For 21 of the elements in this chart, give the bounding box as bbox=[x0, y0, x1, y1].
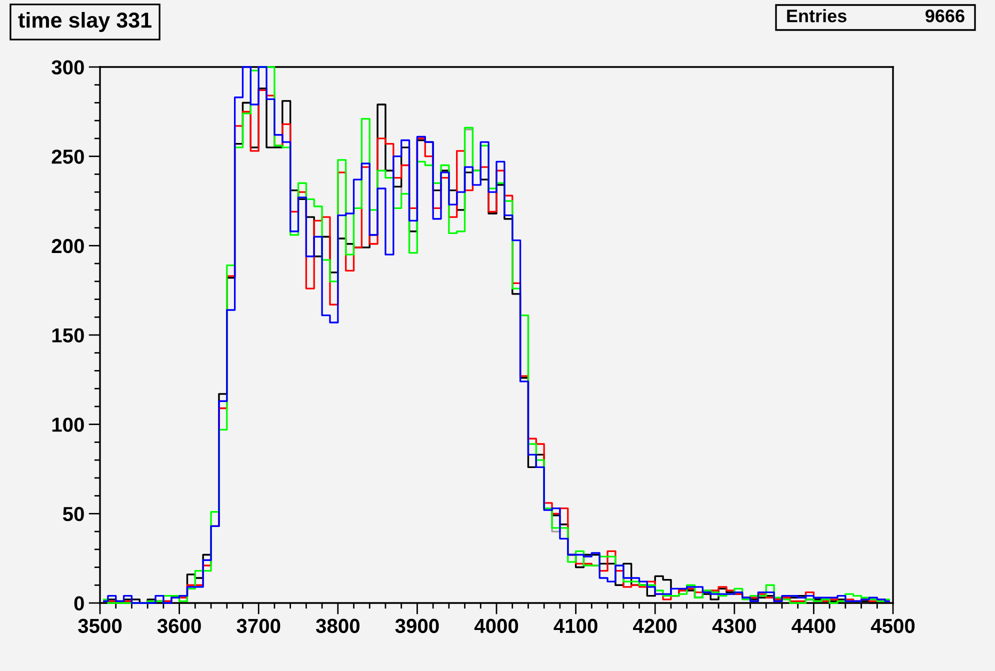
x-tick-label: 4500 bbox=[870, 618, 915, 634]
x-tick-label: 4200 bbox=[633, 618, 677, 634]
y-tick-label: 150 bbox=[52, 328, 84, 342]
y-tick-label: 100 bbox=[52, 418, 84, 432]
x-tick-label: 3700 bbox=[236, 618, 280, 634]
x-tick-label: 3500 bbox=[78, 618, 122, 634]
y-tick-label: 300 bbox=[52, 60, 84, 75]
x-tick-label: 4400 bbox=[792, 618, 836, 634]
y-tick-label: 0 bbox=[74, 596, 84, 610]
x-tick-label: 4300 bbox=[712, 618, 756, 634]
text: Entries bbox=[787, 9, 846, 22]
x-tick-label: 4000 bbox=[474, 618, 518, 634]
x-tick-label: 3900 bbox=[395, 618, 439, 634]
y-tick-label: 200 bbox=[52, 238, 84, 254]
x-tick-label: 4100 bbox=[554, 618, 598, 634]
y-tick-label: 250 bbox=[52, 150, 84, 164]
x-tick-label: 3800 bbox=[316, 618, 360, 634]
y-tick-label: 50 bbox=[62, 506, 84, 522]
chart-title: time slay 331 bbox=[18, 12, 152, 32]
text: 9666 bbox=[926, 10, 964, 22]
x-tick-label: 3600 bbox=[157, 618, 201, 634]
